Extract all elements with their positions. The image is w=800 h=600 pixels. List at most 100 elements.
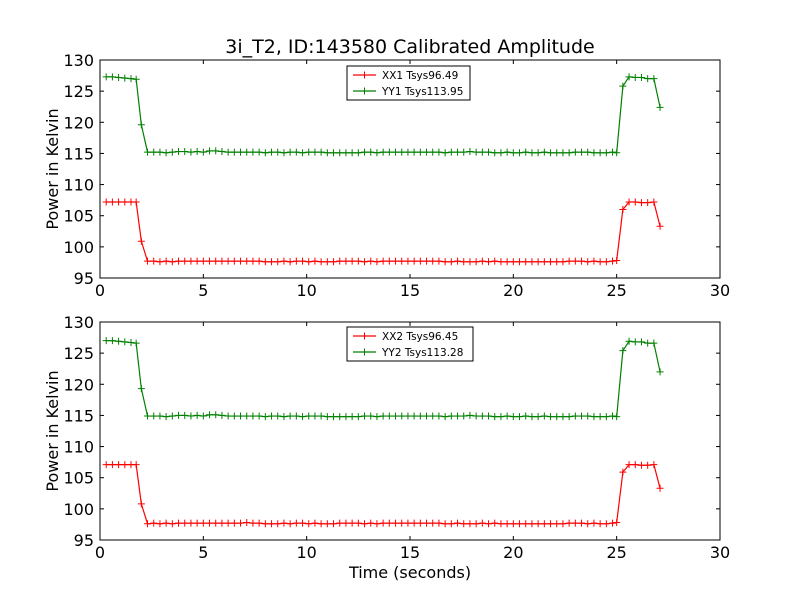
data-point-marker [650,198,658,206]
legend-entry: XX2 Tsys96.45 [382,331,458,343]
data-point-marker [330,520,338,528]
data-point-marker [404,519,412,527]
data-point-marker [317,258,325,266]
y-tick-label: 100 [63,500,94,519]
y-tick-label: 115 [63,144,94,163]
legend-entry: YY2 Tsys113.28 [381,347,463,359]
data-point-marker [584,258,592,266]
data-point-marker [578,148,586,156]
data-point-marker [137,237,145,245]
data-point-marker [299,413,307,421]
data-point-marker [559,149,567,157]
data-point-marker [472,520,480,528]
data-point-marker [540,258,548,266]
data-point-marker [212,257,220,265]
data-point-marker [466,258,474,266]
data-point-marker [156,258,164,266]
data-point-marker [435,519,443,527]
data-point-marker [625,461,633,469]
data-point-marker [528,413,536,421]
data-point-marker [590,149,598,157]
data-point-marker [162,413,170,421]
data-point-marker [305,258,313,266]
data-point-marker [292,519,300,527]
data-point-marker [255,257,263,265]
data-point-marker [261,258,269,266]
data-point-marker [491,519,499,527]
data-point-marker [299,519,307,527]
data-point-marker [540,412,548,420]
x-tick-label: 15 [400,281,420,300]
data-point-marker [491,149,499,157]
data-point-marker [115,73,123,81]
data-point-marker [385,257,393,265]
data-point-marker [429,257,437,265]
data-point-marker [137,121,145,129]
data-point-marker [534,258,542,266]
data-point-marker [447,412,455,420]
data-point-marker [553,520,561,528]
data-point-marker [571,257,579,265]
data-point-marker [625,198,633,206]
data-point-marker [435,148,443,156]
data-point-marker [156,520,164,528]
data-point-marker [292,148,300,156]
data-point-marker [249,519,257,527]
legend: XX1 Tsys96.49 YY1 Tsys113.95 [346,65,471,101]
data-point-marker [497,413,505,421]
data-point-marker [132,198,140,206]
data-point-marker [317,148,325,156]
data-point-marker [255,412,263,420]
data-point-marker [181,257,189,265]
data-point-marker [559,520,567,528]
data-point-marker [144,148,152,156]
data-point-marker [336,413,344,421]
series-xx1 [102,198,664,266]
data-point-marker [249,148,257,156]
data-point-marker [637,199,645,207]
data-point-marker [547,149,555,157]
y-tick-label: 95 [74,269,94,288]
data-point-marker [187,519,195,527]
data-point-marker [410,257,418,265]
data-point-marker [423,519,431,527]
data-point-marker [292,257,300,265]
data-point-marker [121,198,129,206]
data-point-marker [478,257,486,265]
data-point-marker [323,258,331,266]
data-point-marker [553,149,561,157]
data-point-marker [379,257,387,265]
data-point-marker [108,198,116,206]
data-point-marker [317,520,325,528]
y-tick-label: 125 [63,344,94,363]
data-point-marker [323,149,331,157]
y-tick-label: 110 [63,176,94,195]
data-point-marker [280,519,288,527]
data-point-marker [354,519,362,527]
data-point-marker [404,412,412,420]
data-point-marker [342,149,350,157]
data-point-marker [631,198,639,206]
data-point-marker [230,519,238,527]
data-point-marker [485,148,493,156]
data-point-marker [230,148,238,156]
data-point-marker [503,520,511,528]
data-point-marker [578,257,586,265]
data-point-marker [311,257,319,265]
data-point-marker [168,412,176,420]
data-point-marker [454,519,462,527]
data-point-marker [102,198,110,206]
data-point-marker [596,258,604,266]
data-point-marker [447,520,455,528]
data-point-marker [121,338,129,346]
data-point-marker [637,461,645,469]
y-tick-label: 100 [63,238,94,257]
data-point-marker [237,519,245,527]
data-point-marker [175,257,183,265]
data-point-marker [336,519,344,527]
data-point-marker [466,148,474,156]
data-point-marker [187,257,195,265]
data-point-marker [330,149,338,157]
y-axis-label: Power in Kelvin [43,370,62,491]
x-tick-label: 0 [95,281,105,300]
